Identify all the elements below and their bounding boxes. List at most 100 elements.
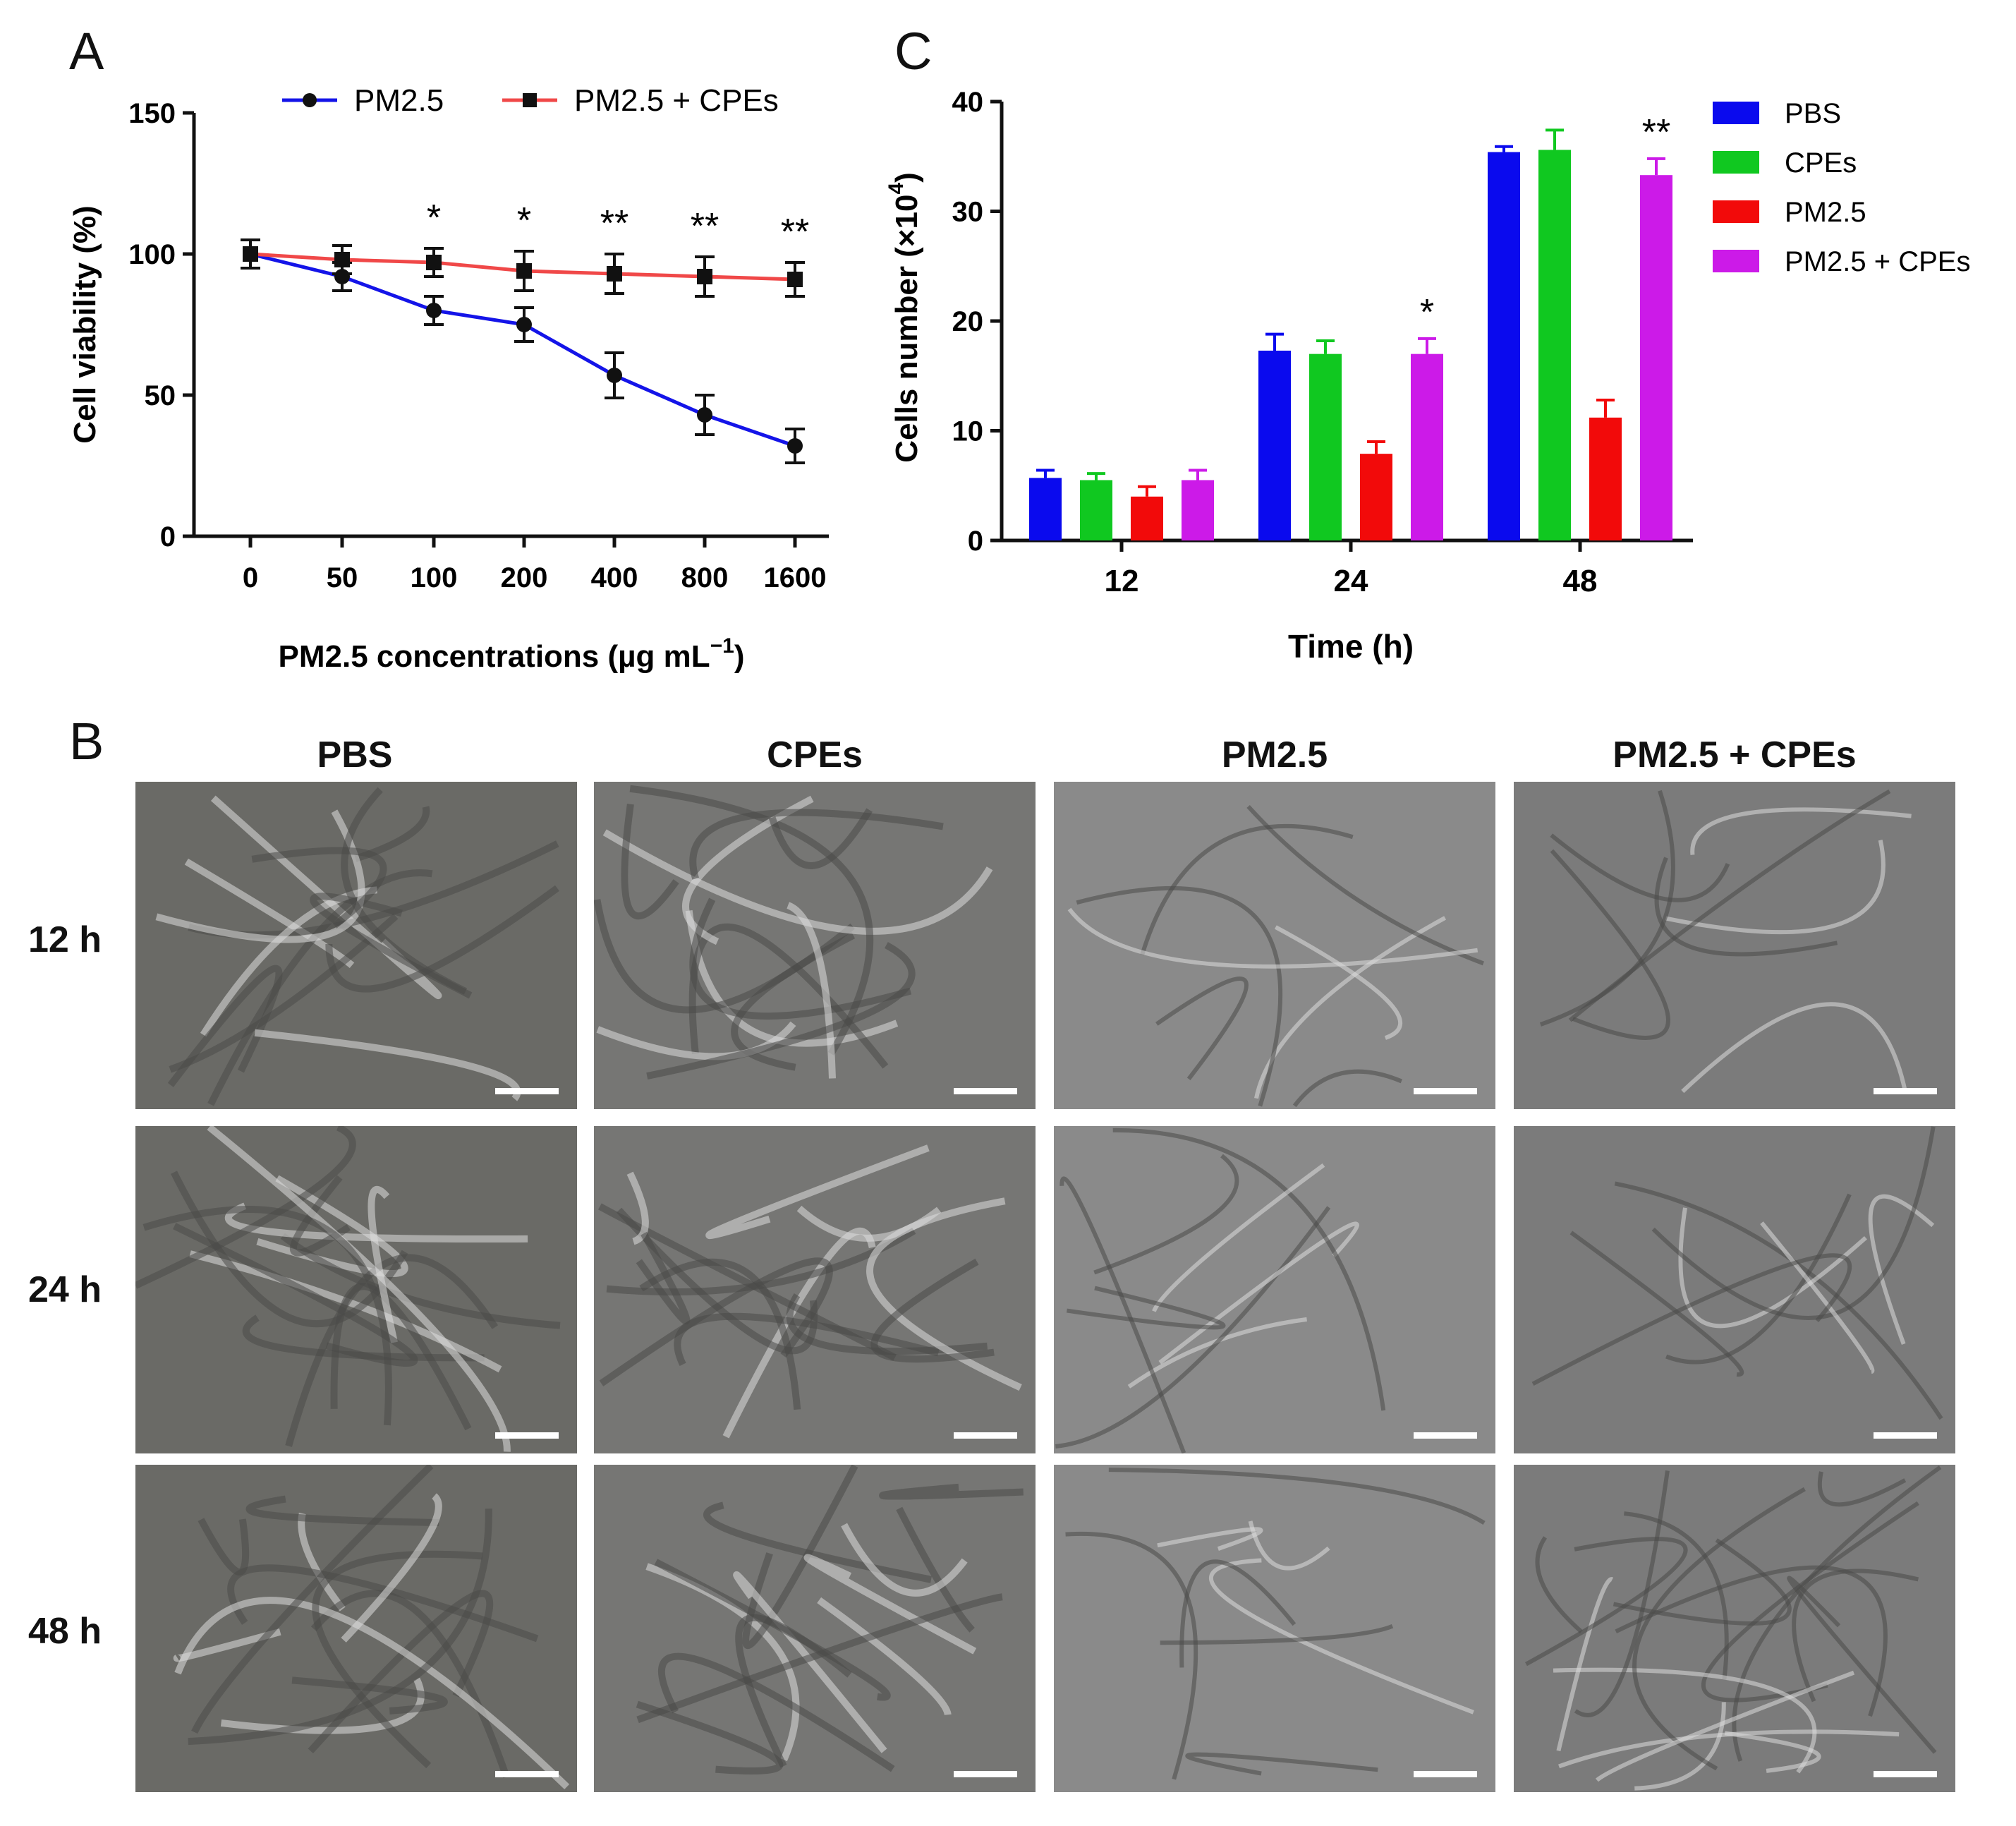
- legend-label: PM2.5: [1785, 197, 1866, 228]
- cell-outline: [1076, 885, 1283, 1107]
- cell-outline: [1556, 1577, 1614, 1752]
- cell-outline: [646, 942, 916, 1080]
- cell-outline: [803, 1554, 977, 1655]
- cell-texture: [155, 787, 559, 1106]
- cell-outline: [1254, 916, 1447, 1099]
- cell-outline: [657, 1652, 895, 1772]
- cell-outline: [1160, 1624, 1394, 1645]
- significance-marker: **: [1642, 112, 1670, 153]
- x-tick-label: 100: [411, 562, 458, 593]
- scale-bar: [495, 1771, 559, 1777]
- scale-bar: [1874, 1432, 1937, 1439]
- micrograph-3-2: [1514, 1465, 1955, 1792]
- cell-outline: [689, 809, 944, 880]
- cell-outline: [636, 1700, 784, 1774]
- cell-outline: [298, 1512, 346, 1612]
- cell-outline: [1615, 1565, 1888, 1717]
- cell-texture: [1525, 1465, 1942, 1791]
- legend-swatch: [1713, 102, 1759, 124]
- cell-outline: [841, 1523, 968, 1597]
- micrograph-3-1: [1514, 1126, 1955, 1453]
- cell-outline: [1108, 1468, 1486, 1525]
- legend-label: CPEs: [1785, 147, 1857, 179]
- scale-bar: [954, 1088, 1017, 1094]
- cell-outline: [1632, 1487, 1806, 1771]
- x-tick-label: 200: [501, 562, 548, 593]
- cell-outline: [1274, 925, 1402, 1040]
- cell-outline: [1525, 1537, 1688, 1667]
- cell-outline: [1059, 1176, 1186, 1453]
- cell-outline: [602, 829, 993, 935]
- cell-outline: [733, 1571, 887, 1753]
- cell-outline: [1792, 1568, 1919, 1703]
- legend-swatch: [1713, 151, 1759, 174]
- micrograph-1-1: [594, 1126, 1036, 1453]
- scale-bar: [1414, 1088, 1477, 1094]
- scale-bar: [495, 1432, 559, 1439]
- cell-outline: [768, 808, 873, 869]
- x-tick-label: 0: [243, 562, 258, 593]
- micrograph-2-1: [1054, 1126, 1495, 1453]
- y-axis-label: Cells number (×104): [885, 172, 924, 463]
- scale-bar: [1414, 1771, 1477, 1777]
- cell-outline: [616, 1207, 818, 1355]
- cell-outline: [1185, 1752, 1378, 1776]
- cell-outline: [1067, 907, 1478, 969]
- x-axis-label: Time (h): [1288, 628, 1414, 665]
- cell-outline: [169, 913, 399, 1073]
- cell-outline: [742, 1465, 858, 1649]
- cell-outline: [189, 1250, 502, 1373]
- cell-outline: [1760, 1221, 1875, 1374]
- cell-outline: [254, 1029, 521, 1101]
- cell-outline: [285, 1254, 499, 1447]
- data-point: [426, 255, 442, 270]
- cell-outline: [636, 1593, 1003, 1724]
- cell-outline: [1558, 1729, 1900, 1769]
- cell-outline: [1568, 789, 1891, 1022]
- cell-outline: [1066, 1286, 1226, 1330]
- data-point: [516, 263, 532, 279]
- cell-outline: [1732, 1465, 1942, 1762]
- cell-outline: [1539, 790, 1675, 1027]
- cell-outline: [1246, 804, 1484, 966]
- significance-marker: **: [600, 203, 629, 244]
- cell-outline: [1292, 1069, 1403, 1108]
- scale-bar: [1874, 1088, 1937, 1094]
- y-tick-label: 0: [160, 521, 176, 552]
- x-tick-label: 24: [1334, 564, 1368, 598]
- cell-outline: [1868, 1194, 1935, 1345]
- data-point: [243, 246, 258, 262]
- significance-marker: *: [517, 200, 531, 241]
- cell-outline: [207, 869, 433, 1106]
- cell-outline: [155, 809, 365, 943]
- micrograph-0-1: [135, 1126, 577, 1453]
- cell-outline: [674, 1312, 940, 1366]
- x-tick-label: 400: [591, 562, 638, 593]
- cell-outline: [731, 932, 856, 1071]
- cell-outline: [341, 787, 468, 995]
- cell-outline: [1535, 1536, 1583, 1633]
- cell-outline: [224, 1202, 528, 1243]
- cell-outline: [173, 1223, 418, 1367]
- x-axis-label: PM2.5 concentrations (µg mL−1): [279, 634, 745, 674]
- y-axis-label: Cell viability (%): [68, 205, 102, 443]
- y-tick-label: 0: [968, 526, 983, 557]
- bar: [1640, 175, 1672, 540]
- scale-bar: [954, 1771, 1017, 1777]
- cell-texture: [598, 1144, 1022, 1439]
- cell-outline: [142, 1206, 392, 1426]
- cell-outline: [173, 1628, 281, 1662]
- cell-outline: [1158, 1221, 1359, 1365]
- cell-texture: [1531, 1126, 1943, 1420]
- x-tick-label: 48: [1563, 564, 1598, 598]
- data-point: [334, 252, 350, 267]
- x-tick-label: 1600: [764, 562, 827, 593]
- micrograph-2-2: [1054, 1465, 1495, 1792]
- cell-outline: [341, 1493, 442, 1643]
- y-tick-label: 10: [952, 416, 984, 447]
- cell-outline: [207, 1126, 511, 1452]
- panel-label-a: A: [69, 22, 104, 80]
- micrograph-1-2: [594, 1465, 1036, 1792]
- micrograph-2-0: [1054, 782, 1495, 1109]
- micrograph-0-0: [135, 782, 577, 1109]
